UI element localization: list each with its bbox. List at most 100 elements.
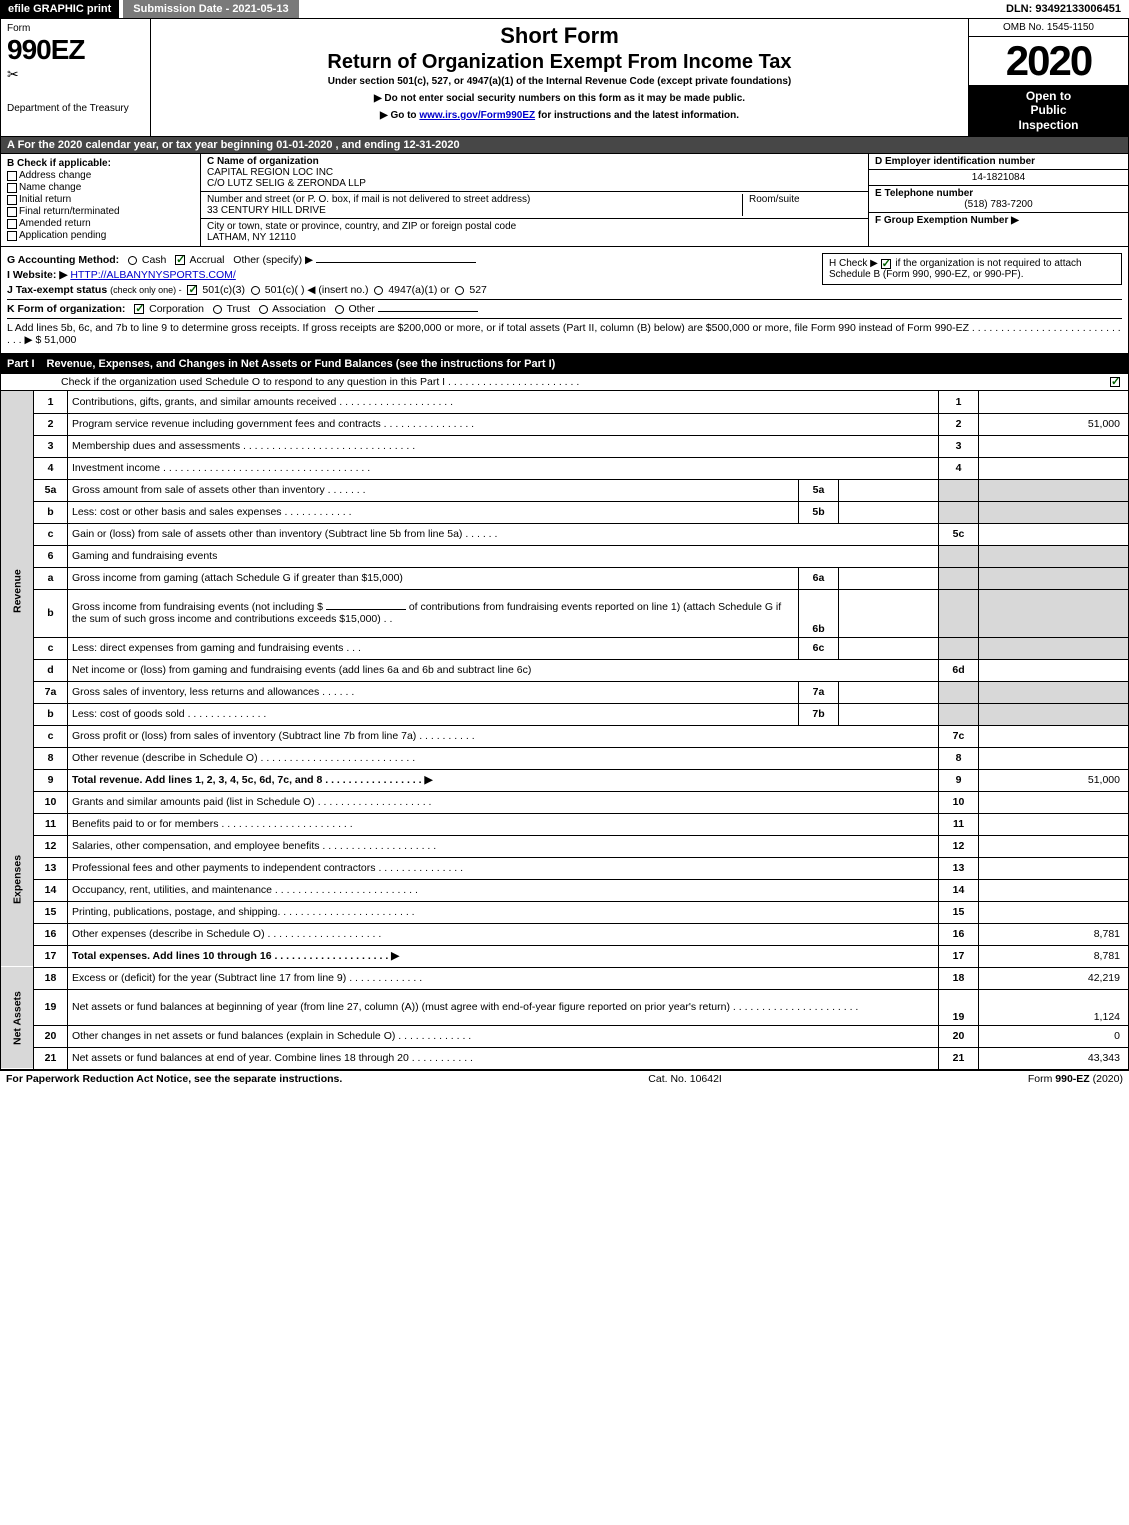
row-19: 19Net assets or fund balances at beginni…	[1, 989, 1129, 1025]
efile-print-label[interactable]: efile GRAPHIC print	[0, 0, 119, 18]
row-10: Expenses 10Grants and similar amounts pa…	[1, 791, 1129, 813]
radio-cash[interactable]	[128, 256, 137, 265]
row-9: 9Total revenue. Add lines 1, 2, 3, 4, 5c…	[1, 769, 1129, 791]
no-ssn-warning: ▶ Do not enter social security numbers o…	[159, 93, 960, 104]
e-tel-label: E Telephone number (518) 783-7200	[869, 186, 1128, 213]
open-to-public-inspection: Open to Public Inspection	[969, 85, 1128, 136]
row-16: 16Other expenses (describe in Schedule O…	[1, 923, 1129, 945]
under-section-text: Under section 501(c), 527, or 4947(a)(1)…	[159, 76, 960, 87]
line-h-box: H Check ▶ if the organization is not req…	[822, 253, 1122, 285]
tax-year: 2020	[969, 37, 1128, 85]
chk-address-change[interactable]: Address change	[7, 170, 194, 181]
part-i-num: Part I	[7, 358, 47, 370]
line-k: K Form of organization: Corporation Trus…	[7, 299, 1122, 315]
row-6b: bGross income from fundraising events (n…	[1, 589, 1129, 637]
header-left: Form 990EZ ✂ Department of the Treasury	[1, 19, 151, 136]
chk-name-change[interactable]: Name change	[7, 182, 194, 193]
form-number: 990EZ	[7, 34, 144, 66]
chk-initial-return[interactable]: Initial return	[7, 194, 194, 205]
footer-cat-no: Cat. No. 10642I	[648, 1073, 722, 1085]
goto-post: for instructions and the latest informat…	[535, 110, 739, 121]
c-city-block: City or town, state or province, country…	[201, 219, 868, 245]
radio-4947[interactable]	[374, 286, 383, 295]
short-form-title: Short Form	[159, 23, 960, 49]
row-a-tax-year: A For the 2020 calendar year, or tax yea…	[0, 137, 1129, 154]
top-bar: efile GRAPHIC print Submission Date - 20…	[0, 0, 1129, 19]
org-city-state-zip: LATHAM, NY 12110	[207, 232, 296, 243]
section-ghijkl: H Check ▶ if the organization is not req…	[0, 247, 1129, 354]
header-right: OMB No. 1545-1150 2020 Open to Public In…	[968, 19, 1128, 136]
dln-label: DLN: 93492133006451	[998, 0, 1129, 18]
chk-corporation[interactable]	[134, 304, 144, 314]
row-20: 20Other changes in net assets or fund ba…	[1, 1025, 1129, 1047]
addr-label: Number and street (or P. O. box, if mail…	[207, 194, 530, 205]
line-j: J Tax-exempt status (check only one) - 5…	[7, 284, 1122, 296]
city-label: City or town, state or province, country…	[207, 221, 516, 232]
row-6a: aGross income from gaming (attach Schedu…	[1, 567, 1129, 589]
row-8: 8Other revenue (describe in Schedule O) …	[1, 747, 1129, 769]
chk-application-pending[interactable]: Application pending	[7, 230, 194, 241]
chk-schedule-o-used[interactable]	[1110, 377, 1120, 387]
row-14: 14Occupancy, rent, utilities, and mainte…	[1, 879, 1129, 901]
side-netassets: Net Assets	[1, 967, 34, 1069]
tel-value: (518) 783-7200	[875, 199, 1122, 210]
row-5a: 5aGross amount from sale of assets other…	[1, 479, 1129, 501]
row-13: 13Professional fees and other payments t…	[1, 857, 1129, 879]
rv-1	[979, 391, 1129, 413]
irs-link[interactable]: www.irs.gov/Form990EZ	[419, 110, 535, 121]
part-i-header: Part I Revenue, Expenses, and Changes in…	[0, 354, 1129, 374]
c-name-label: C Name of organization	[207, 156, 319, 167]
row-11: 11Benefits paid to or for members . . . …	[1, 813, 1129, 835]
org-name-2: C/O LUTZ SELIG & ZERONDA LLP	[207, 178, 366, 189]
submission-date-label: Submission Date - 2021-05-13	[123, 0, 298, 18]
footer-paperwork: For Paperwork Reduction Act Notice, see …	[6, 1073, 342, 1085]
part-i-check-o: Check if the organization used Schedule …	[0, 374, 1129, 391]
website-link[interactable]: HTTP://ALBANYNYSPORTS.COM/	[70, 269, 236, 281]
chk-h-not-required[interactable]	[881, 259, 891, 269]
column-def: D Employer identification number 14-1821…	[868, 154, 1128, 246]
rn-1: 1	[939, 391, 979, 413]
f-group-exemption: F Group Exemption Number ▶	[869, 213, 1128, 228]
part-i-title: Revenue, Expenses, and Changes in Net As…	[47, 358, 556, 370]
omb-number: OMB No. 1545-1150	[969, 19, 1128, 37]
part-i-table: Revenue 1 Contributions, gifts, grants, …	[0, 391, 1129, 1070]
radio-association[interactable]	[259, 305, 268, 314]
inspect-line3: Inspection	[1018, 118, 1078, 132]
row-5c: cGain or (loss) from sale of assets othe…	[1, 523, 1129, 545]
row-7a: 7aGross sales of inventory, less returns…	[1, 681, 1129, 703]
section-bcdef: B Check if applicable: Address change Na…	[0, 154, 1129, 247]
page-footer: For Paperwork Reduction Act Notice, see …	[0, 1070, 1129, 1087]
org-street: 33 CENTURY HILL DRIVE	[207, 205, 326, 216]
row-7b: bLess: cost of goods sold . . . . . . . …	[1, 703, 1129, 725]
chk-501c3[interactable]	[187, 285, 197, 295]
radio-501c[interactable]	[251, 286, 260, 295]
radio-trust[interactable]	[213, 305, 222, 314]
row-4: 4Investment income . . . . . . . . . . .…	[1, 457, 1129, 479]
form-word: Form	[7, 23, 144, 34]
dept-treasury: Department of the Treasury	[7, 103, 144, 114]
column-b-checkboxes: B Check if applicable: Address change Na…	[1, 154, 201, 246]
return-title: Return of Organization Exempt From Incom…	[159, 51, 960, 74]
h-pre: H Check ▶	[829, 258, 881, 269]
c-name-block: C Name of organization CAPITAL REGION LO…	[201, 154, 868, 192]
chk-accrual[interactable]	[175, 255, 185, 265]
inspect-line2: Public	[1030, 103, 1066, 117]
chk-final-return[interactable]: Final return/terminated	[7, 206, 194, 217]
row-3: 3Membership dues and assessments . . . .…	[1, 435, 1129, 457]
side-expenses: Expenses	[1, 791, 34, 967]
desc-1: Contributions, gifts, grants, and simila…	[68, 391, 939, 413]
line-l: L Add lines 5b, 6c, and 7b to line 9 to …	[7, 318, 1122, 346]
row-2: 2Program service revenue including gover…	[1, 413, 1129, 435]
header-center: Short Form Return of Organization Exempt…	[151, 19, 968, 136]
row-12: 12Salaries, other compensation, and empl…	[1, 835, 1129, 857]
ein-value: 14-1821084	[869, 170, 1128, 186]
row-6: 6Gaming and fundraising events	[1, 545, 1129, 567]
chk-amended-return[interactable]: Amended return	[7, 218, 194, 229]
c-addr-block: Number and street (or P. O. box, if mail…	[201, 192, 868, 219]
d-ein-label: D Employer identification number	[869, 154, 1128, 170]
radio-527[interactable]	[455, 286, 464, 295]
radio-other-org[interactable]	[335, 305, 344, 314]
row-6c: cLess: direct expenses from gaming and f…	[1, 637, 1129, 659]
num-1: 1	[34, 391, 68, 413]
inspect-line1: Open to	[1026, 89, 1071, 103]
